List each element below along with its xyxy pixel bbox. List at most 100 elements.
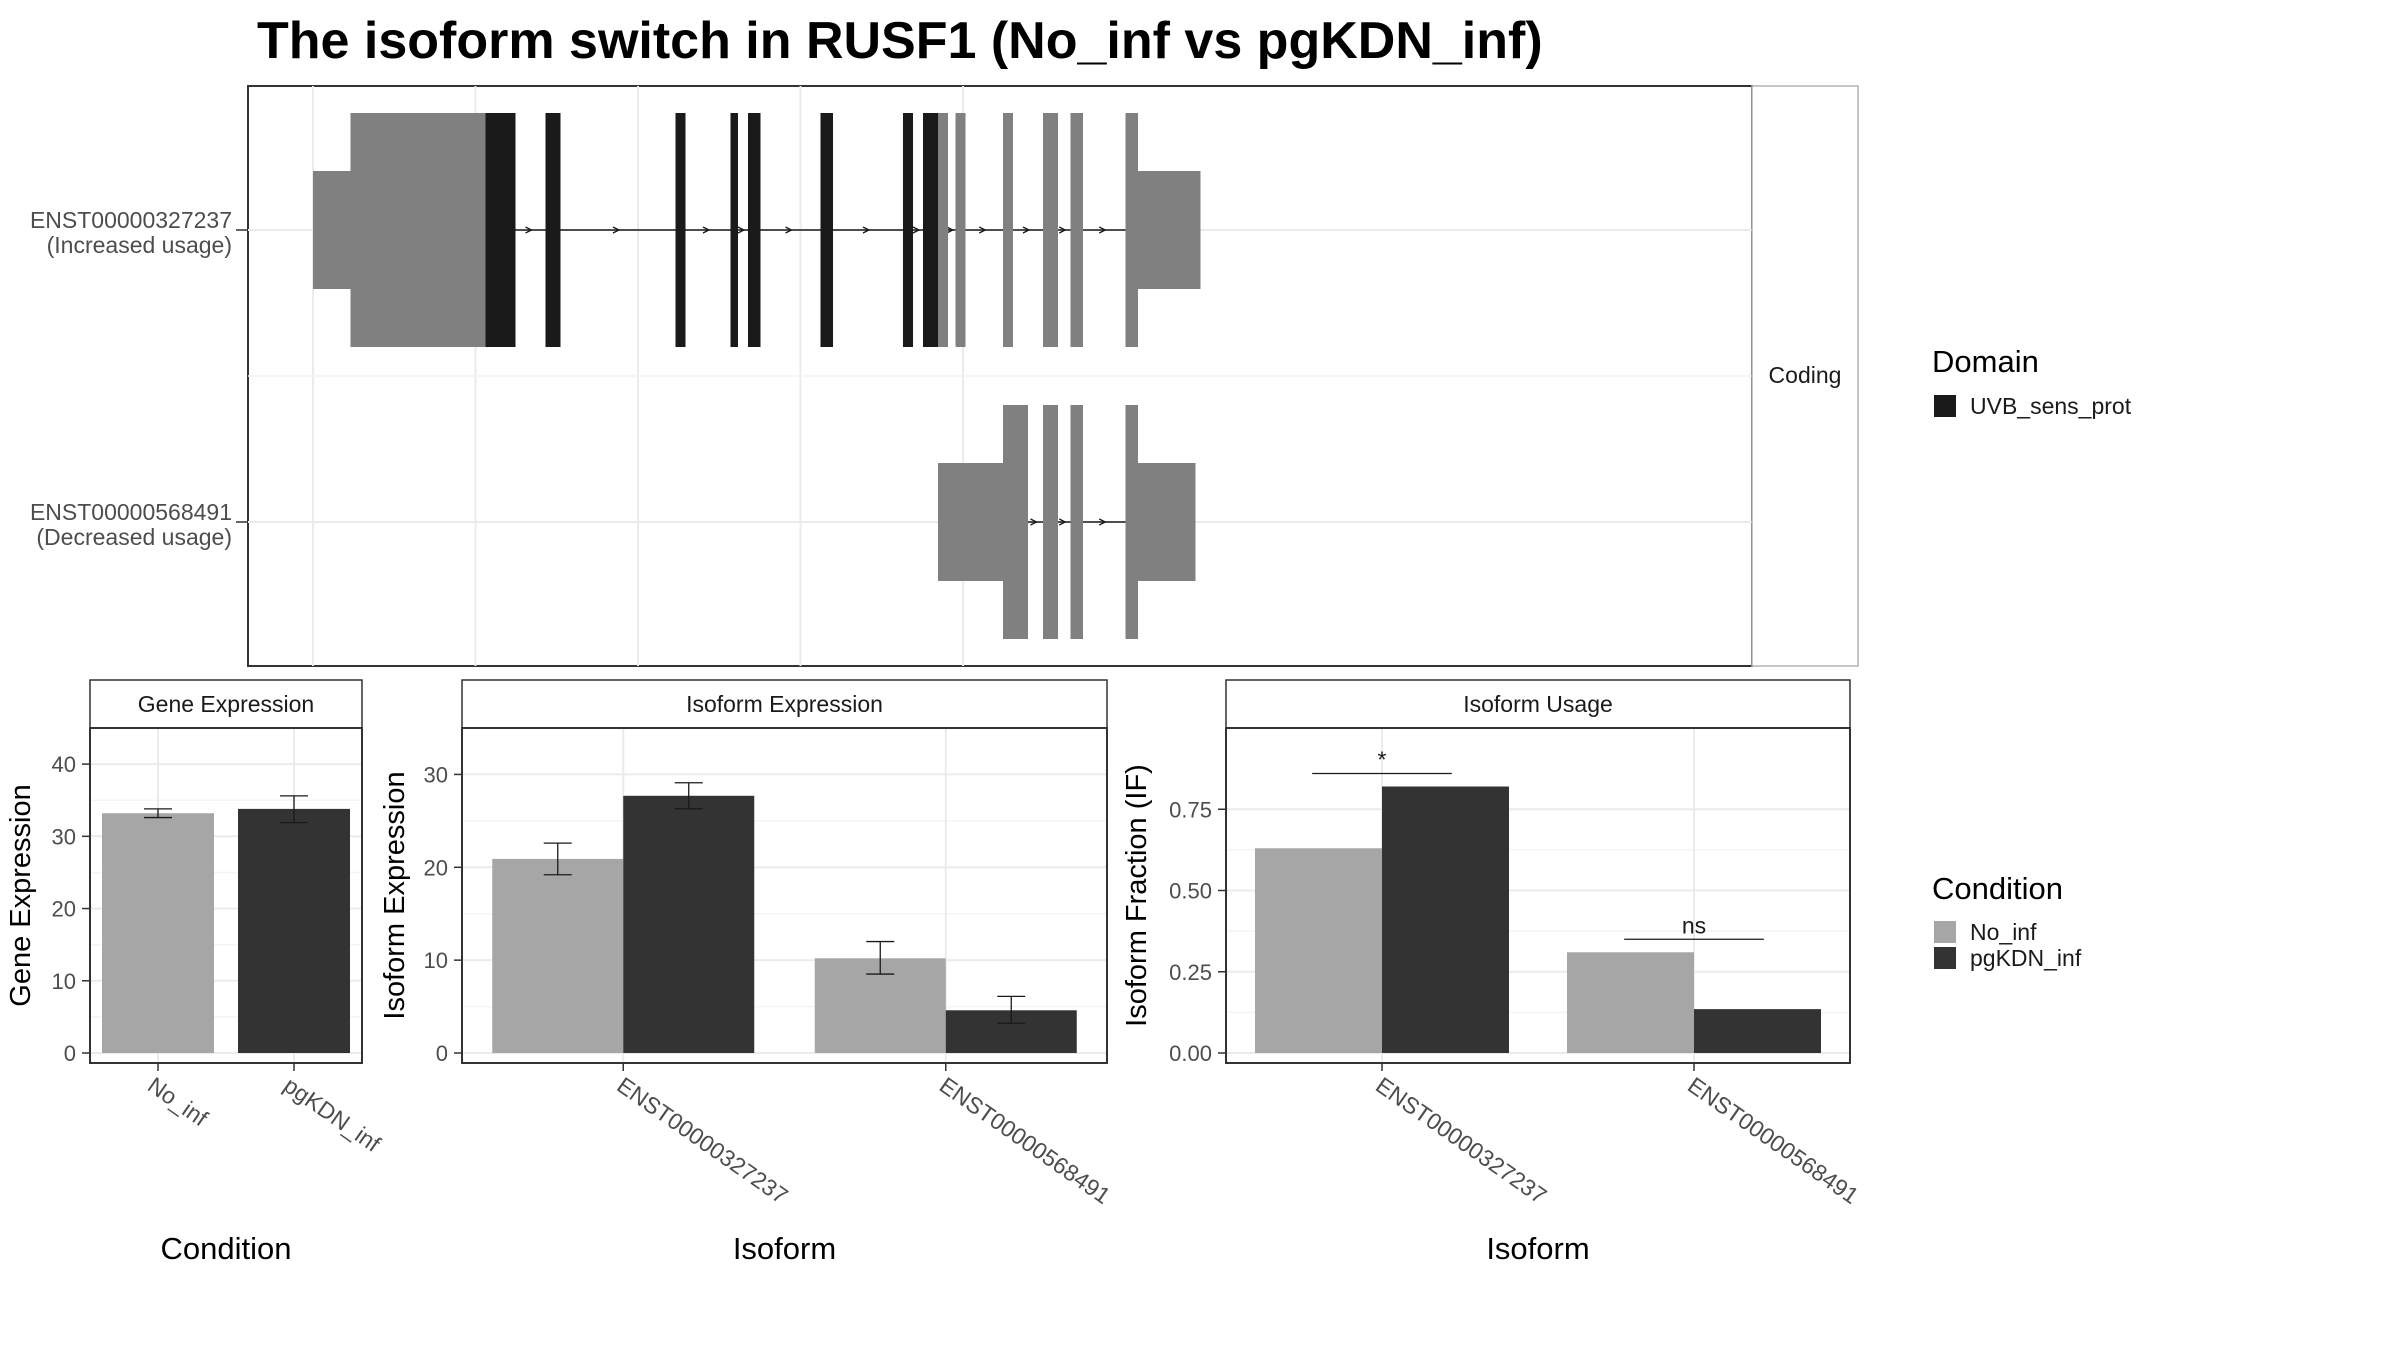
condition-legend-swatch-no-inf xyxy=(1934,921,1956,943)
x-tick-label: ENST00000568491 xyxy=(935,1072,1115,1209)
intron-arrow xyxy=(525,226,533,234)
bar xyxy=(1694,1009,1821,1053)
condition-legend-label-pgkdn-inf: pgKDN_inf xyxy=(1970,945,2082,971)
exon-domain xyxy=(903,113,913,347)
exon-cds xyxy=(955,113,966,347)
intron-arrow xyxy=(862,226,871,234)
domain-legend-title: Domain xyxy=(1932,344,2039,379)
condition-legend-title: Condition xyxy=(1932,871,2063,906)
facet-label-coding: Coding xyxy=(1769,362,1842,388)
exon-cds xyxy=(1003,113,1013,347)
x-tick-label: No_inf xyxy=(143,1072,213,1132)
x-tick-label: ENST00000327237 xyxy=(612,1072,792,1209)
gene-expression-panel: Gene Expression 0 10 20 30 40 No_inf pgKDN_inf G… xyxy=(5,679,386,1266)
intron-arrow xyxy=(612,226,621,234)
exon-cds xyxy=(1070,405,1083,639)
y-tick-label: 20 xyxy=(52,897,76,922)
y-tick-label: 0.25 xyxy=(1169,960,1212,985)
y-tick-label: 40 xyxy=(52,752,76,777)
y-tick-label: 30 xyxy=(52,824,76,849)
condition-legend: Condition No_inf pgKDN_inf xyxy=(1932,871,2082,971)
bar xyxy=(623,795,755,1053)
intron-arrow xyxy=(702,226,711,234)
exon-domain xyxy=(820,113,833,347)
intron-arrow xyxy=(946,226,955,234)
exon-cds xyxy=(938,113,948,347)
y-tick-label: 0 xyxy=(64,1041,76,1066)
condition-legend-label-no-inf: No_inf xyxy=(1970,919,2037,945)
y-tick-label: 0.50 xyxy=(1169,879,1212,904)
y-tick-label: 10 xyxy=(424,948,448,973)
exon-utr xyxy=(938,463,1003,581)
domain-legend-label: UVB_sens_prot xyxy=(1970,393,2132,419)
intron-arrow xyxy=(912,226,921,234)
x-axis-title: Condition xyxy=(161,1231,292,1266)
exon-cds xyxy=(1003,405,1028,639)
intron-arrow xyxy=(1098,226,1107,234)
bar xyxy=(1567,952,1694,1053)
exon-domain xyxy=(730,113,738,347)
y-tick-label: 0 xyxy=(436,1041,448,1066)
exon-cds xyxy=(1043,405,1058,639)
domain-legend-swatch xyxy=(1934,395,1956,417)
x-tick-label: ENST00000327237 xyxy=(1371,1072,1551,1209)
exon-domain xyxy=(923,113,938,347)
bar xyxy=(102,813,214,1053)
panel-strip xyxy=(461,679,1108,729)
panel-strip xyxy=(89,679,363,729)
exon-utr xyxy=(1138,171,1201,289)
significance-label: * xyxy=(1378,747,1387,773)
y-tick-label: 0.00 xyxy=(1169,1041,1212,1066)
figure-title: The isoform switch in RUSF1 (No_inf vs p… xyxy=(257,12,1543,70)
intron-arrow xyxy=(1030,518,1038,526)
x-tick-label: ENST00000568491 xyxy=(1683,1072,1863,1209)
exon-blocks xyxy=(313,113,1201,639)
y-axis-title: Isoform Fraction (IF) xyxy=(1121,764,1153,1027)
exon-cds xyxy=(1125,405,1138,639)
bar xyxy=(1255,848,1382,1053)
exon-utr xyxy=(1138,463,1196,581)
exon-domain xyxy=(675,113,686,347)
intron-arrow xyxy=(737,226,746,234)
bar xyxy=(238,808,350,1053)
intron-arrow xyxy=(1058,518,1067,526)
intron-arrow xyxy=(1098,518,1107,526)
exon-cds xyxy=(350,113,486,347)
exon-cds xyxy=(1125,113,1138,347)
x-axis-title: Isoform xyxy=(1486,1231,1589,1266)
y-tick-label: 30 xyxy=(424,762,448,787)
y-tick-label: 10 xyxy=(52,969,76,994)
panel-strip-label: Gene Expression xyxy=(138,691,314,717)
bar xyxy=(1382,786,1509,1053)
intron-arrow xyxy=(1022,226,1031,234)
transcript-id-label: ENST00000327237 xyxy=(30,207,232,233)
panel-border xyxy=(461,727,1108,1064)
bar xyxy=(492,858,624,1053)
x-tick-label: pgKDN_inf xyxy=(279,1072,386,1157)
panel-strip xyxy=(1225,679,1851,729)
intron-arrow xyxy=(785,226,793,234)
exon-cds xyxy=(1070,113,1083,347)
panel-border xyxy=(89,727,363,1064)
y-axis-title: Isoform Expression xyxy=(379,771,411,1019)
gene-structure-panel: Coding ENST00000327237(Increased usage)E… xyxy=(30,85,1859,667)
exon-cds xyxy=(1043,113,1058,347)
domain-legend: Domain UVB_sens_prot xyxy=(1932,344,2132,419)
intron-arrow xyxy=(978,226,987,234)
panel-border xyxy=(1225,727,1851,1064)
exon-domain xyxy=(748,113,761,347)
transcript-usage-label: (Decreased usage) xyxy=(36,524,232,550)
transcript-labels: ENST00000327237(Increased usage) ENST0000… xyxy=(30,207,248,550)
x-axis-title: Isoform xyxy=(733,1231,836,1266)
isoform-expression-panel: Isoform Expression 0 10 20 30 ENST00000327237… xyxy=(379,679,1115,1266)
exon-domain xyxy=(485,113,516,347)
isoform-usage-panel: Isoform Usage 0.00 0.25 0.50 0.75 ENST0000032… xyxy=(1121,679,1864,1266)
panel-strip-label: Isoform Usage xyxy=(1463,691,1613,717)
intron-lines xyxy=(515,226,1126,526)
transcript-id-label: ENST00000568491 xyxy=(30,499,232,525)
significance-label: ns xyxy=(1682,912,1706,938)
panel-strip-label: Isoform Expression xyxy=(686,691,883,717)
condition-legend-swatch-pgkdn-inf xyxy=(1934,947,1956,969)
y-tick-label: 0.75 xyxy=(1169,797,1212,822)
